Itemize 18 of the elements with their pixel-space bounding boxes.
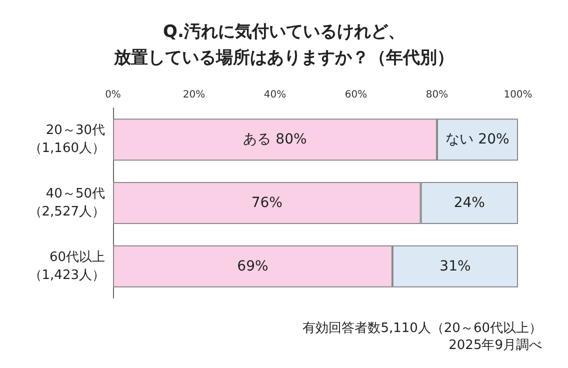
y-tick-label: 20～30代（1,160人） bbox=[28, 123, 105, 156]
y-tick-label: 40～50代（2,527人） bbox=[28, 186, 105, 220]
data-label: ある 80% bbox=[243, 132, 307, 148]
data-label: ない 20% bbox=[446, 132, 510, 148]
x-tick-label: 100% bbox=[504, 90, 532, 100]
x-tick-label: 60% bbox=[344, 90, 368, 100]
text: 2025年9月調べ bbox=[448, 338, 542, 353]
y-tick-label: 60代以上（1,423人） bbox=[28, 250, 105, 283]
x-tick-label: 20% bbox=[182, 90, 206, 100]
data-label: 24% bbox=[454, 195, 485, 211]
data-label: 69% bbox=[237, 258, 268, 274]
x-tick-label: 80% bbox=[426, 90, 448, 100]
x-tick-label: 0% bbox=[105, 90, 121, 100]
x-tick-label: 40% bbox=[264, 90, 286, 100]
data-label: 31% bbox=[440, 258, 471, 274]
text: 有効回答者数5,110人（20～60代以上） bbox=[302, 321, 542, 336]
chart-title: Q.汚れに気付いているけれど、放置している場所はありますか？（年代別） bbox=[113, 22, 454, 68]
data-label: 76% bbox=[251, 195, 282, 211]
